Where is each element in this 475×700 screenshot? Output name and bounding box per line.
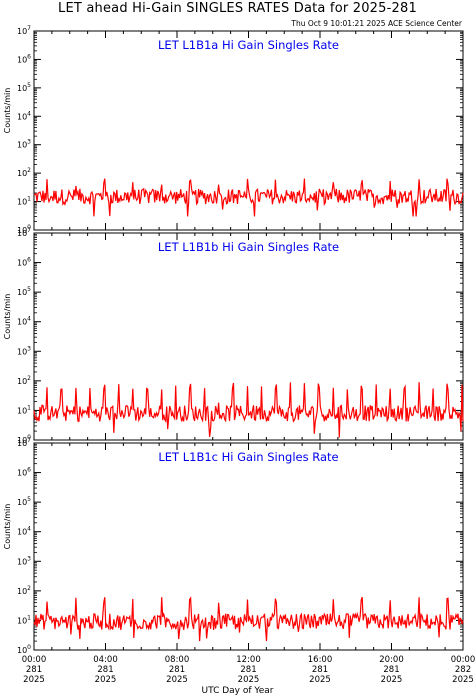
x-tick-label-year: 2025 (166, 675, 188, 685)
x-tick-label-year: 2025 (95, 675, 117, 685)
x-tick-label-day: 281 (26, 665, 42, 675)
y-tick-label: 107 (17, 437, 31, 448)
y-tick-label: 104 (17, 110, 31, 121)
y-tick-label: 102 (17, 167, 31, 178)
y-tick-label: 100 (17, 224, 31, 235)
x-tick-label-day: 281 (97, 665, 113, 675)
x-tick-label-time: 04:00 (93, 655, 118, 665)
x-tick-label-day: 281 (383, 665, 399, 675)
y-tick-label: 100 (17, 434, 31, 445)
y-tick-label: 104 (17, 526, 31, 537)
x-tick-label-time: 16:00 (308, 655, 333, 665)
x-tick-label-time: 00:00 (22, 655, 47, 665)
x-tick-label-year: 2025 (381, 675, 403, 685)
y-tick-label: 105 (17, 286, 31, 297)
x-axis-label: UTC Day of Year (201, 686, 274, 696)
y-tick-label: 101 (17, 404, 31, 415)
x-tick-label-day: 281 (169, 665, 185, 675)
y-tick-label: 107 (17, 227, 31, 238)
panel-title: LET L1B1b Hi Gain Singles Rate (158, 240, 339, 254)
series-line (33, 382, 464, 438)
timestamp-label: Thu Oct 9 10:01:21 2025 ACE Science Cent… (291, 19, 462, 28)
panel-title: LET L1B1a Hi Gain Singles Rate (158, 38, 339, 52)
x-tick-label-time: 20:00 (379, 655, 404, 665)
series-line (33, 178, 464, 217)
y-tick-label: 102 (17, 375, 31, 386)
y-tick-label: 103 (17, 345, 31, 356)
y-axis-label: Counts/min (3, 88, 12, 134)
x-tick-label-year: 2025 (309, 675, 331, 685)
y-tick-label: 104 (17, 316, 31, 327)
x-tick-label-time: 00:00 (451, 655, 475, 665)
y-tick-label: 103 (17, 555, 31, 566)
y-tick-label: 106 (17, 257, 31, 268)
y-tick-label: 102 (17, 585, 31, 596)
y-tick-label: 106 (17, 53, 31, 64)
y-tick-label: 105 (17, 82, 31, 93)
x-tick-label-day: 282 (455, 665, 471, 675)
y-axis-label: Counts/min (3, 294, 12, 340)
y-tick-label: 103 (17, 139, 31, 150)
panel-title: LET L1B1c Hi Gain Singles Rate (158, 450, 338, 464)
x-tick-label-day: 281 (240, 665, 256, 675)
y-tick-label: 106 (17, 467, 31, 478)
chart-title: LET ahead Hi-Gain SINGLES RATES Data for… (58, 1, 417, 16)
x-tick-label-year: 2025 (238, 675, 260, 685)
series-line (33, 596, 464, 642)
y-tick-label: 107 (17, 25, 31, 36)
x-tick-label-time: 12:00 (236, 655, 261, 665)
y-tick-label: 101 (17, 614, 31, 625)
x-tick-label-year: 2025 (452, 675, 474, 685)
x-tick-label-year: 2025 (23, 675, 45, 685)
y-axis-label: Counts/min (3, 504, 12, 550)
y-tick-label: 101 (17, 196, 31, 207)
x-tick-label-day: 281 (312, 665, 328, 675)
y-tick-label: 100 (17, 644, 31, 655)
x-tick-label-time: 08:00 (165, 655, 190, 665)
y-tick-label: 105 (17, 496, 31, 507)
